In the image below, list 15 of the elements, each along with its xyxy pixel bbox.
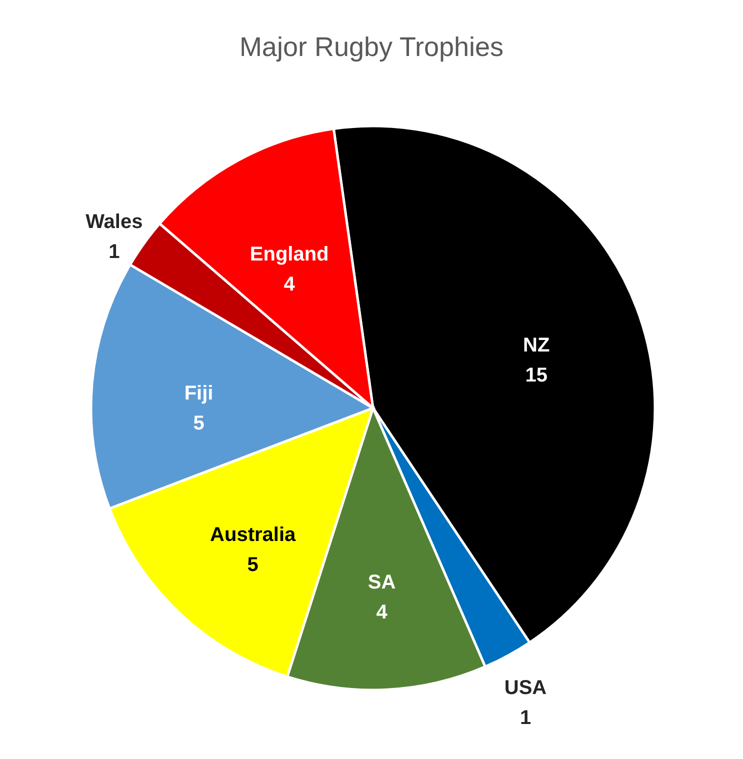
slice-label: SA <box>368 572 396 594</box>
data-label: 15 <box>525 364 548 387</box>
slice-label: USA <box>504 676 547 699</box>
data-label: 4 <box>376 602 388 624</box>
slice-label: Wales <box>86 211 143 234</box>
data-label: 1 <box>520 706 532 729</box>
slice-label: England <box>250 243 329 266</box>
data-label: 4 <box>284 273 296 296</box>
data-label: 5 <box>193 412 204 434</box>
chart-title: Major Rugby Trophies <box>239 32 504 62</box>
data-label: 5 <box>247 554 258 576</box>
slice-label: Fiji <box>184 382 214 404</box>
slice-label: NZ <box>523 334 550 357</box>
data-label: 1 <box>108 241 120 264</box>
slice-label: Australia <box>210 524 297 546</box>
